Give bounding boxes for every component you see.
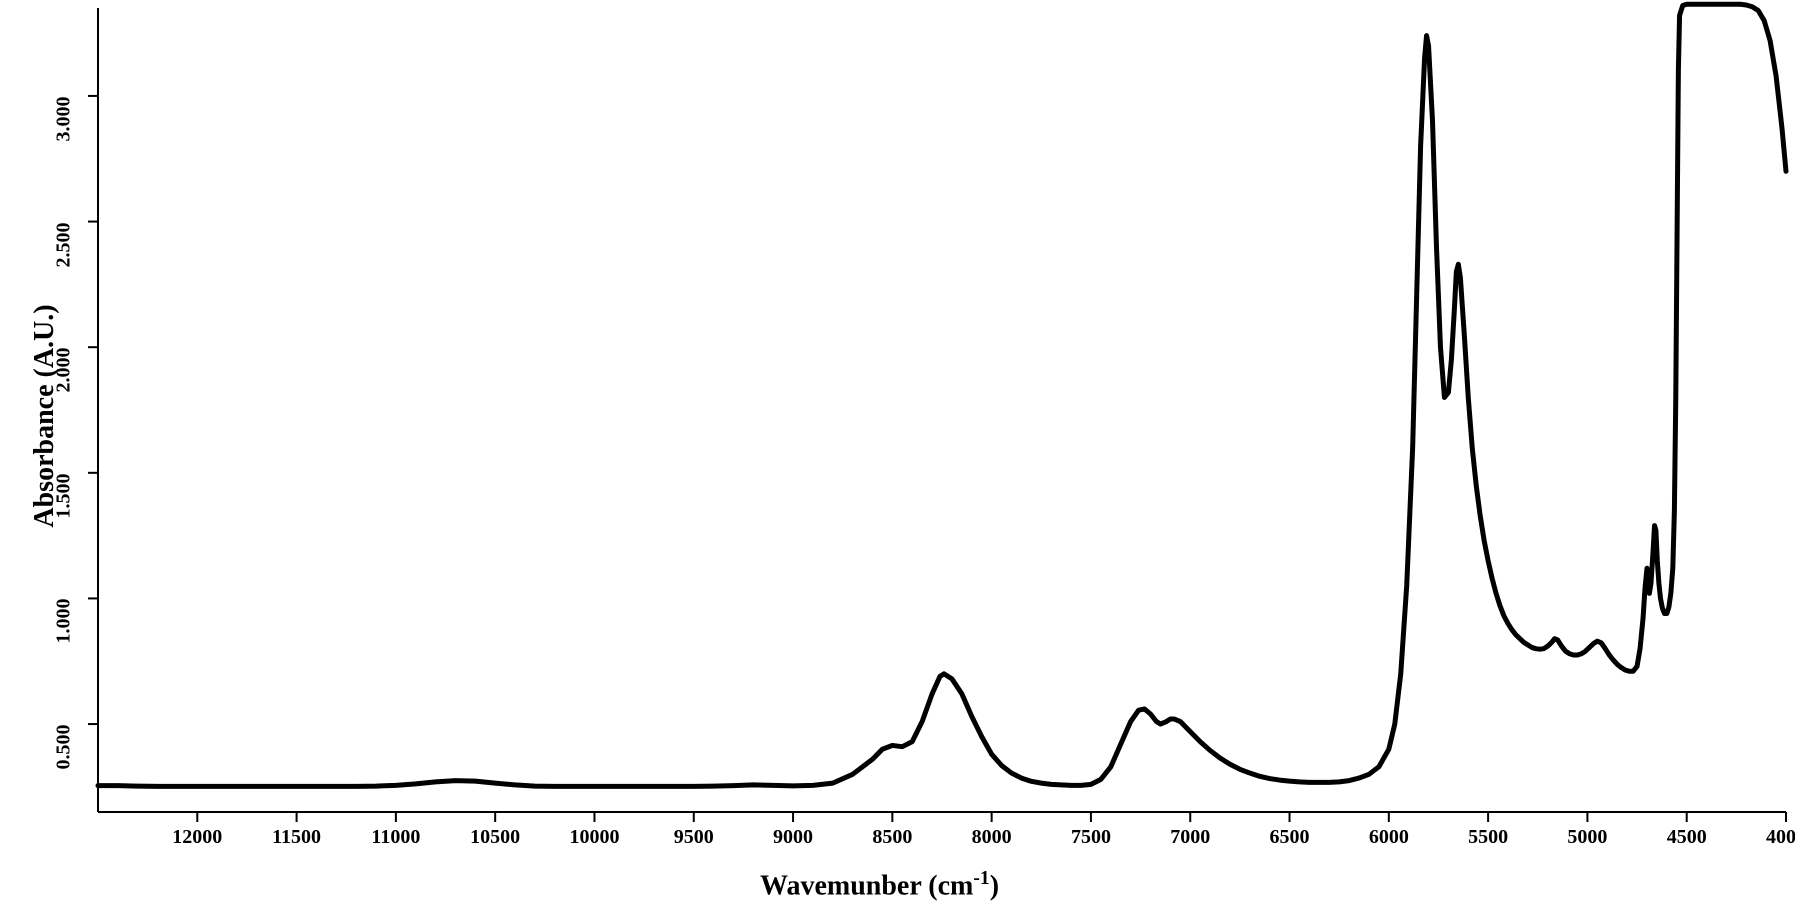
spectrum-chart: Absorbance (A.U.) Wavemunber (cm-1) 1200…: [0, 0, 1795, 916]
x-tick-label: 12000: [172, 826, 222, 849]
x-tick-label: 8000: [972, 826, 1012, 849]
y-tick-label: 1.500: [53, 473, 76, 518]
y-tick-label: 3.000: [53, 96, 76, 141]
x-tick-label: 7500: [1071, 826, 1111, 849]
x-tick-label: 5500: [1468, 826, 1508, 849]
y-tick-label: 2.500: [53, 222, 76, 267]
x-tick-label: 8500: [872, 826, 912, 849]
x-tick-label: 6000: [1369, 826, 1409, 849]
x-tick-label: 11000: [371, 826, 420, 849]
x-tick-label: 6500: [1270, 826, 1310, 849]
y-tick-label: 0.500: [53, 725, 76, 770]
x-tick-label: 9000: [773, 826, 813, 849]
y-tick-label: 2.000: [53, 348, 76, 393]
x-tick-label: 4000: [1766, 826, 1795, 849]
x-tick-label: 10500: [470, 826, 520, 849]
x-tick-label: 5000: [1567, 826, 1607, 849]
x-tick-label: 10000: [569, 826, 619, 849]
x-tick-label: 11500: [272, 826, 321, 849]
x-tick-label: 9500: [674, 826, 714, 849]
plot-area: [0, 0, 1795, 916]
x-tick-label: 4500: [1667, 826, 1707, 849]
x-tick-label: 7000: [1170, 826, 1210, 849]
y-tick-label: 1.000: [53, 599, 76, 644]
